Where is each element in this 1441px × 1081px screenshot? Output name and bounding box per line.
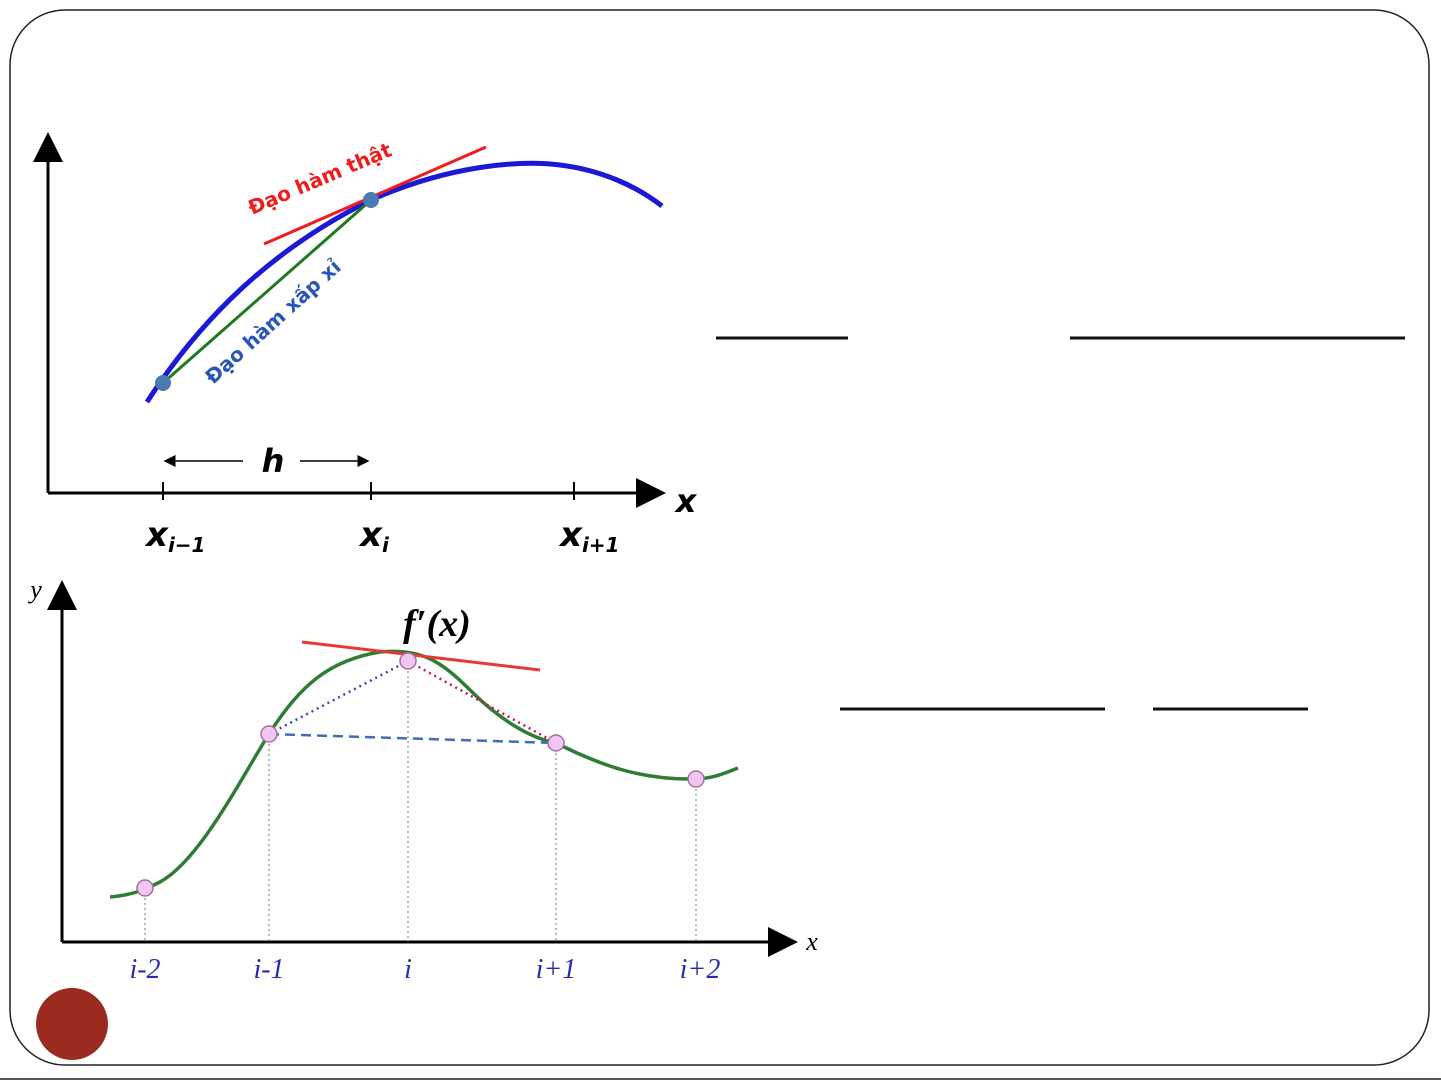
tick-label-i: i <box>404 954 412 985</box>
top-function-curve <box>144 160 664 404</box>
point-i-1 <box>260 725 278 743</box>
derivative-label: f′(x) <box>403 603 471 645</box>
tick-label-i+2: i+2 <box>680 954 721 985</box>
top-tick-label-2-sub: i <box>382 533 390 557</box>
forward-difference-line <box>407 659 557 745</box>
bottom-tick-labels: i-2 i-1 i i+1 i+2 <box>129 954 720 985</box>
point-i+2 <box>687 770 705 788</box>
bottom-points <box>136 652 705 897</box>
top-tick-label-3: xi+1 <box>558 515 619 557</box>
h-label: h <box>262 442 285 480</box>
top-point-mid <box>363 192 379 208</box>
tick-label-i+1: i+1 <box>536 954 577 985</box>
bottom-tangent-line <box>301 640 541 672</box>
top-x-axis-label: x <box>674 482 698 520</box>
top-tick-label-1-sub: i−1 <box>168 533 206 557</box>
slide-badge <box>36 988 108 1060</box>
tick-label-i-2: i-2 <box>129 954 160 985</box>
formula-rules <box>716 336 1405 711</box>
backward-difference-line <box>268 659 409 736</box>
top-tick-label-1-base: x <box>144 515 169 555</box>
slide-frame <box>9 9 1430 1066</box>
tick-label-i-1: i-1 <box>253 954 284 985</box>
top-tick-label-1: xi−1 <box>144 515 205 557</box>
top-tick-label-2: xi <box>358 515 390 557</box>
bottom-x-axis-label: x <box>805 927 818 956</box>
bottom-diagram: y x <box>27 575 818 985</box>
point-i+1 <box>547 734 565 752</box>
top-tick-label-2-base: x <box>358 515 383 555</box>
point-i <box>399 652 417 670</box>
point-i-2 <box>136 879 154 897</box>
top-point-left <box>155 375 171 391</box>
top-tick-label-3-base: x <box>558 515 583 555</box>
bottom-y-axis-label: y <box>27 575 42 604</box>
bottom-guide-lines <box>144 661 697 942</box>
top-tick-label-3-sub: i+1 <box>582 533 620 557</box>
top-secant-line <box>162 198 372 385</box>
